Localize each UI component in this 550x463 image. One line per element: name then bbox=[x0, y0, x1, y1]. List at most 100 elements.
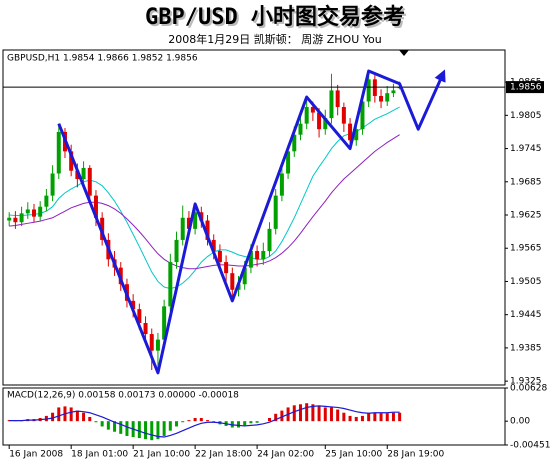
candle-body bbox=[81, 167, 86, 180]
candle-body bbox=[143, 322, 148, 335]
candle-body bbox=[19, 213, 24, 223]
candle-body bbox=[261, 251, 266, 260]
candle-body bbox=[131, 300, 136, 310]
macd-bar bbox=[206, 420, 210, 422]
macd-bar bbox=[150, 421, 154, 441]
candle-body bbox=[255, 251, 260, 260]
candle-body bbox=[366, 79, 371, 102]
macd-bar bbox=[100, 421, 104, 427]
macd-bar bbox=[113, 421, 117, 432]
candle-body bbox=[360, 101, 365, 130]
candle-body bbox=[87, 167, 92, 196]
price-panel bbox=[2, 49, 506, 386]
y-tick-label: 1.9685 bbox=[510, 177, 542, 187]
macd-bar bbox=[298, 404, 302, 422]
macd-bar bbox=[137, 421, 141, 439]
macd-bar bbox=[342, 412, 346, 422]
candle-body bbox=[180, 217, 185, 240]
macd-bar bbox=[323, 407, 327, 422]
y-tick-label: 1.9445 bbox=[510, 310, 542, 320]
macd-bar bbox=[348, 415, 352, 422]
y-tick-label: 1.9385 bbox=[510, 343, 542, 353]
macd-bar bbox=[329, 407, 333, 422]
macd-bar bbox=[156, 421, 160, 440]
macd-bar bbox=[51, 412, 55, 422]
candle-body bbox=[354, 129, 359, 141]
macd-bar bbox=[305, 403, 309, 422]
moving-average bbox=[9, 134, 400, 270]
chart-header: GBPUSD,H1 1.9854 1.9866 1.9852 1.9856 bbox=[7, 54, 198, 64]
candle-body bbox=[7, 217, 12, 221]
candle-body bbox=[93, 195, 98, 218]
macd-bar bbox=[267, 418, 271, 422]
macd-bar bbox=[391, 412, 395, 422]
macd-bar bbox=[88, 416, 92, 422]
candle-body bbox=[304, 107, 309, 124]
candle-body bbox=[348, 123, 353, 141]
x-tick-label: 22 Jan 18:00 bbox=[195, 450, 252, 460]
candle-body bbox=[341, 107, 346, 124]
current-price-box bbox=[506, 81, 544, 94]
candle-body bbox=[217, 251, 222, 263]
macd-bar bbox=[360, 415, 364, 422]
candle-body bbox=[335, 90, 340, 108]
macd-bar bbox=[280, 410, 284, 422]
x-tick-label: 21 Jan 10:00 bbox=[133, 450, 190, 460]
macd-bar bbox=[379, 413, 383, 422]
candle-body bbox=[273, 195, 278, 229]
macd-bar bbox=[94, 421, 98, 423]
candle-body bbox=[242, 267, 247, 285]
candle-body bbox=[248, 251, 253, 268]
y-tick-label: 1.9505 bbox=[510, 277, 542, 287]
macd-bar bbox=[317, 406, 321, 422]
macd-bar bbox=[119, 421, 123, 434]
candle-body bbox=[329, 90, 334, 119]
macd-bar bbox=[106, 421, 110, 430]
x-tick-label: 24 Jan 02:00 bbox=[257, 450, 314, 460]
candle-body bbox=[211, 239, 216, 251]
candle-body bbox=[38, 206, 43, 217]
macd-bar bbox=[336, 409, 340, 422]
candle-body bbox=[379, 95, 384, 102]
candle-body bbox=[193, 212, 198, 229]
macd-bar bbox=[193, 418, 197, 422]
candle-body bbox=[391, 90, 396, 94]
candle-body bbox=[267, 228, 272, 251]
candle-body bbox=[385, 93, 390, 102]
candle-body bbox=[279, 173, 284, 196]
candle-body bbox=[13, 217, 18, 223]
macd-bar bbox=[243, 421, 247, 426]
macd-bar bbox=[125, 421, 129, 436]
zigzag bbox=[57, 69, 446, 375]
macd-y-tick-label: 0.00628 bbox=[510, 384, 547, 394]
candle-body bbox=[230, 273, 235, 290]
candle-body bbox=[317, 112, 322, 130]
macd-bar bbox=[354, 416, 358, 422]
candle-body bbox=[224, 262, 229, 274]
candle-body bbox=[31, 209, 36, 217]
candle-body bbox=[292, 134, 297, 152]
candle-body bbox=[149, 334, 154, 351]
title-shadow: GBP/USD 小时图交易参考 bbox=[147, 6, 407, 32]
macd-signal bbox=[9, 405, 400, 438]
macd-bar bbox=[75, 410, 79, 422]
x-tick-label: 25 Jan 10:00 bbox=[325, 450, 382, 460]
chart-title: GBP/USD 小时图交易参考 bbox=[145, 4, 405, 30]
macd-bar bbox=[175, 421, 179, 427]
candle-body bbox=[168, 262, 173, 307]
macd-bar bbox=[237, 421, 241, 428]
current-price-label: 1.9856 bbox=[510, 83, 542, 93]
moving-average bbox=[9, 106, 400, 290]
macd-bar bbox=[255, 421, 259, 423]
candle-body bbox=[25, 209, 30, 214]
macd-bar bbox=[162, 421, 166, 436]
candle-body bbox=[205, 220, 210, 240]
y-tick-label: 1.9805 bbox=[510, 111, 542, 121]
y-tick-label: 1.9745 bbox=[510, 144, 542, 154]
shift-marker bbox=[399, 50, 409, 56]
candle-body bbox=[186, 217, 191, 229]
macd-bar bbox=[292, 405, 296, 422]
macd-bar bbox=[187, 420, 191, 422]
macd-y-tick-label: 0.00 bbox=[510, 417, 530, 427]
